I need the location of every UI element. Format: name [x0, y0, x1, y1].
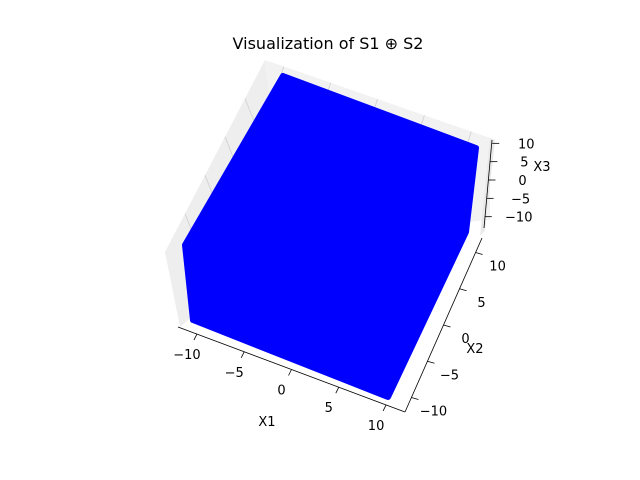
y-tick-label: −10 — [420, 405, 447, 420]
y-tick-mark — [443, 324, 451, 328]
y-ticks: −10 −5 0 5 10 — [411, 252, 506, 420]
cube-top-face — [193, 78, 476, 397]
y-tick-label: 10 — [489, 260, 506, 275]
z-axis-line — [483, 139, 493, 229]
y-tick-label: 0 — [461, 332, 469, 347]
grid-line — [244, 98, 256, 124]
x-tick-mark — [335, 387, 340, 394]
solid-cube — [182, 73, 479, 400]
z-tick-label: 5 — [520, 156, 528, 171]
x-axis-label: X1 — [258, 415, 275, 430]
x-ticks: −10 −5 0 5 10 — [173, 333, 387, 434]
z-ticks: −10 −5 0 5 10 — [484, 137, 535, 226]
y-tick-mark — [475, 252, 483, 255]
z-tick-label: 10 — [518, 137, 535, 152]
y-axis-label: X2 — [466, 342, 483, 357]
z-tick-label: −10 — [505, 211, 532, 226]
y-tick-mark — [459, 288, 467, 292]
x-tick-label: 5 — [325, 401, 333, 416]
y-tick-label: −5 — [440, 368, 459, 383]
z-tick-label: −5 — [511, 192, 530, 207]
x-tick-mark — [193, 333, 198, 341]
z-axis-label: X3 — [533, 160, 550, 175]
x-tick-label: 10 — [368, 419, 385, 434]
chart-title: Visualization of S1 ⊕ S2 — [233, 34, 424, 53]
z-tick-label: 0 — [518, 174, 526, 189]
x-tick-mark — [382, 404, 387, 412]
x-tick-mark — [288, 369, 292, 376]
y-tick-mark — [427, 360, 435, 364]
y-tick-mark — [411, 397, 419, 400]
y-tick-label: 5 — [477, 296, 485, 311]
x-tick-label: −5 — [225, 366, 244, 381]
x-tick-mark — [240, 351, 245, 358]
x-tick-label: 0 — [277, 384, 285, 399]
x-tick-label: −10 — [173, 348, 200, 363]
